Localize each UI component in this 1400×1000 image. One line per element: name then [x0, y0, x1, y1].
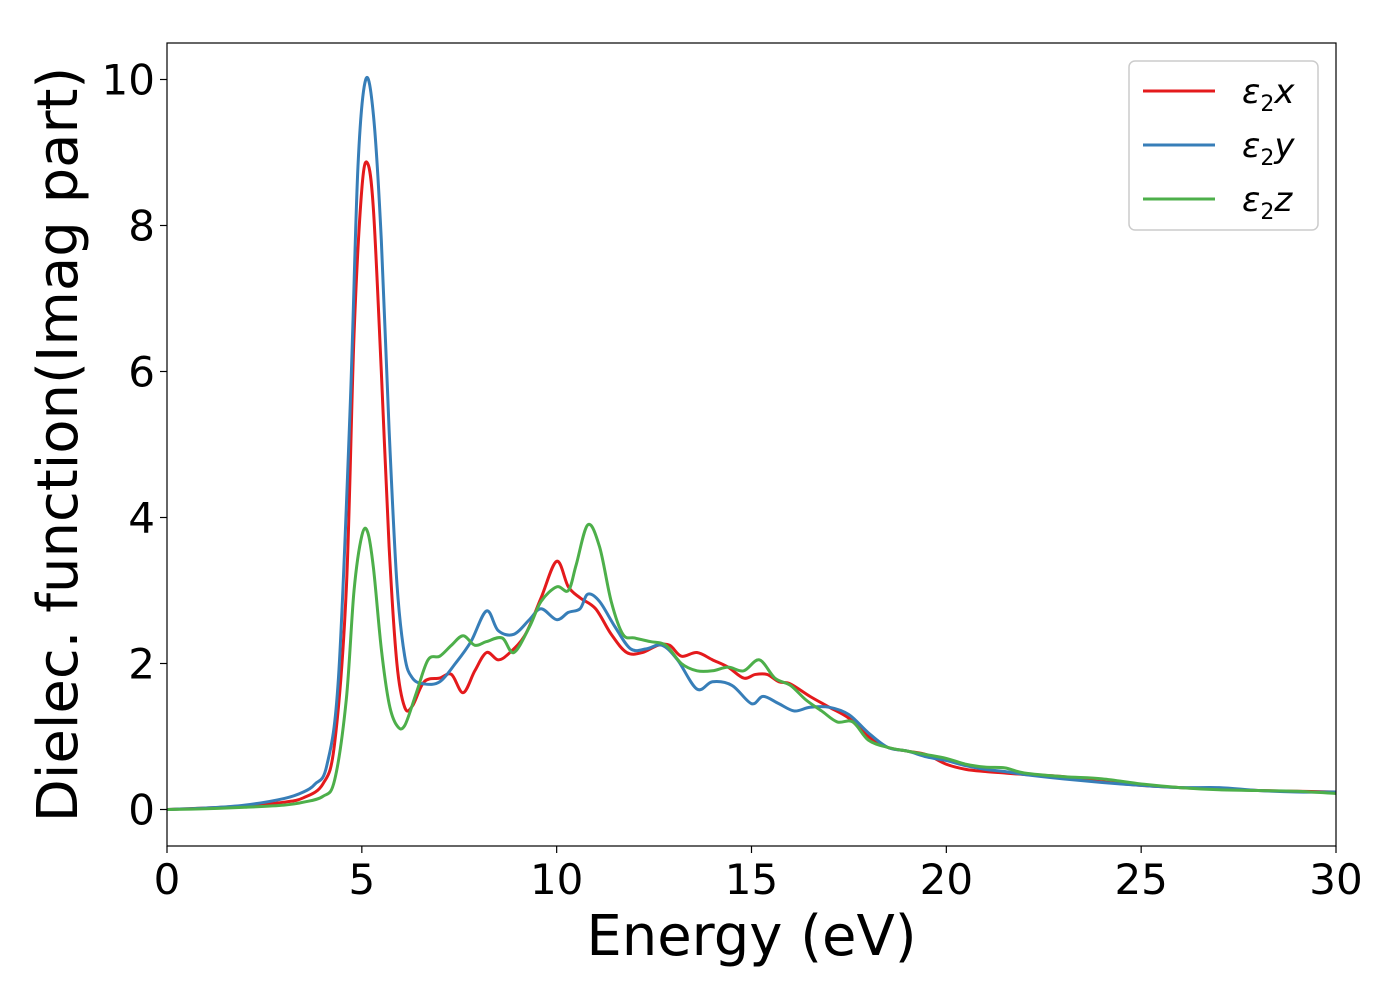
x-axis-title: Energy (eV): [586, 904, 916, 969]
legend-label-y: ε2y: [1242, 126, 1295, 171]
y-tick-label: 4: [128, 494, 155, 543]
y-tick-label: 2: [128, 640, 155, 689]
legend-label-x: ε2x: [1242, 72, 1295, 117]
y-axis-title: Dielec. function(Imag part): [26, 67, 91, 823]
series-line-z: [167, 522, 1336, 811]
series-lines: [167, 76, 1336, 811]
x-tick-label: 15: [725, 855, 778, 904]
x-tick-label: 0: [154, 855, 181, 904]
series-line-x: [167, 160, 1336, 811]
y-tick-label: 8: [128, 202, 155, 251]
x-tick-label: 25: [1114, 855, 1167, 904]
x-tick-label: 10: [530, 855, 583, 904]
y-tick-label: 0: [128, 786, 155, 835]
legend-label-z: ε2z: [1242, 180, 1293, 225]
y-tick-label: 10: [102, 56, 155, 105]
x-tick-label: 30: [1309, 855, 1362, 904]
legend: ε2x ε2y ε2z: [1128, 60, 1319, 231]
legend-box: [1128, 60, 1319, 231]
x-tick-label: 20: [920, 855, 973, 904]
y-tick-label: 6: [128, 348, 155, 397]
x-tick-label: 5: [348, 855, 375, 904]
plot-area: [167, 76, 1336, 811]
axes: 0 5 10 15 20 25 30 0 2 4 6 8 10: [102, 42, 1363, 904]
